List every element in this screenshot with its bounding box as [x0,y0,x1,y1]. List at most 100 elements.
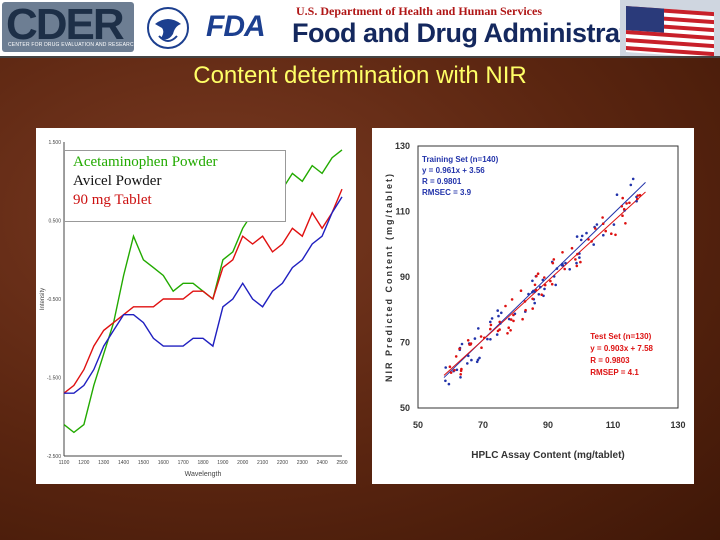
training-point [635,199,638,203]
training-point [541,278,545,282]
test-point [540,293,543,296]
test-point [459,373,462,376]
test-point [512,319,515,323]
test-point [536,272,540,275]
test-point [621,214,624,217]
test-point [551,261,555,265]
plot-frame [417,145,679,409]
test-point [574,258,577,261]
x-tick-label: 2100 [257,460,268,466]
training-point [561,262,564,266]
test-point [509,318,513,321]
y-tick-label: -2.500 [47,454,61,460]
cder-logo[interactable]: CDER CENTER FOR DRUG EVALUATION AND RESE… [2,0,137,52]
test-point [479,335,483,338]
y-tick-label: 70 [400,338,410,348]
training-point [579,238,583,242]
test-point [524,308,527,312]
training-point [497,314,500,318]
training-point [476,358,480,362]
training-point [507,317,511,321]
training-point [564,261,567,265]
test-point [563,267,566,271]
test-point [535,274,538,278]
training-point [459,376,462,379]
test-point [512,313,515,317]
training-point [575,261,578,265]
x-tick-label: 70 [478,420,488,430]
x-tick-label: 1400 [118,460,129,466]
training-point [478,356,481,360]
training-point [477,327,480,330]
x-tick-label: 1500 [138,460,149,466]
test-point [570,246,574,250]
training-point [473,337,477,340]
training-point [539,285,542,289]
training-point [543,287,546,291]
test-point [636,197,639,201]
x-tick-label: 1600 [158,460,169,466]
slide-title: Content determination with NIR [193,62,527,89]
x-tick-label: 1900 [217,460,228,466]
training-point [470,358,473,362]
training-point [578,252,581,255]
training-point [531,279,534,283]
y-axis-label: Intensity [40,288,46,310]
test-point [521,317,524,321]
test-point [601,216,604,219]
cder-logo-text: CDER [6,0,125,49]
training-annotation: y = 0.961x + 3.56 [422,166,485,175]
test-point [543,283,547,287]
x-tick-label: 110 [606,420,621,430]
training-point [490,317,494,320]
y-tick-label: 0.500 [48,219,61,225]
test-point [628,201,631,205]
department-name: U.S. Department of Health and Human Serv… [296,4,542,18]
training-point [631,177,635,181]
test-point [561,251,564,254]
test-point [638,193,642,197]
test-point [625,202,628,205]
training-point [552,275,556,278]
y-tick-label: -1.500 [47,376,61,382]
test-point [523,300,527,303]
test-point [575,264,579,268]
test-annotation: RMSEP = 4.1 [590,368,639,377]
test-point [466,339,470,342]
test-point [543,276,546,279]
training-point [592,243,595,246]
training-point [496,309,499,312]
legend-acetaminophen: Acetaminophen Powder [73,154,218,170]
us-flag-icon [620,0,720,56]
training-point [489,320,492,324]
test-point [458,347,461,351]
test-point [601,222,605,225]
y-tick-label: 130 [395,141,410,151]
test-point [449,371,453,374]
training-point [585,231,588,235]
test-point [533,283,537,287]
test-point [587,238,590,241]
cder-subtitle: CENTER FOR DRUG EVALUATION AND RESEARCH [8,42,138,48]
test-point [507,326,510,329]
x-tick-label: 2400 [317,460,328,466]
training-point [444,366,447,369]
test-point [460,367,463,371]
test-point [453,368,456,372]
test-annotation: R = 0.9803 [590,356,630,365]
test-point [621,196,624,200]
test-point [604,229,607,233]
test-point [622,207,626,211]
test-point [454,355,458,358]
fda-mark: FDA [206,10,266,43]
test-point [483,336,486,340]
training-point [537,293,541,296]
x-tick-label: 90 [543,420,553,430]
x-tick-label: 1200 [78,460,89,466]
x-tick-label: 1300 [98,460,109,466]
training-point [486,337,489,341]
y-tick-label: 110 [395,207,410,217]
spectra-legend: Acetaminophen Powder Avicel Powder 90 mg… [64,150,286,222]
test-point [534,288,538,292]
training-point [460,342,464,346]
